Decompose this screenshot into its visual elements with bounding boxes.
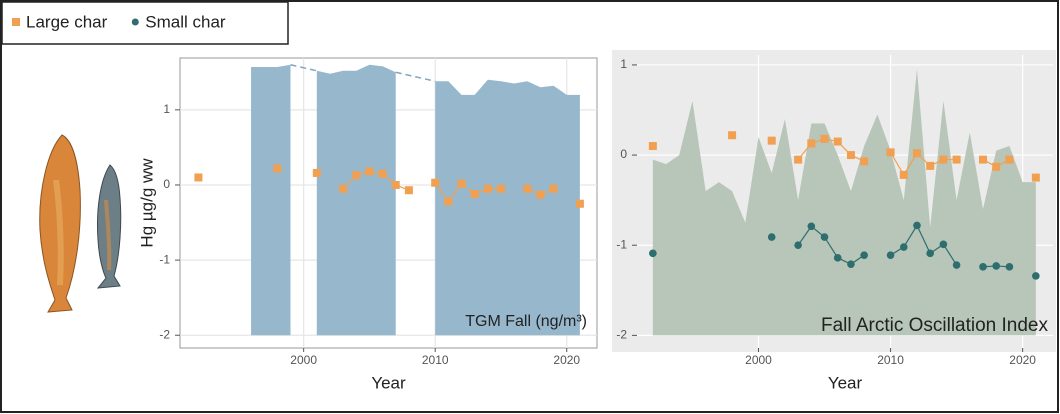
gap-connector — [290, 64, 317, 72]
x-tick-label: 2010 — [422, 353, 449, 367]
point — [847, 260, 855, 268]
point — [899, 243, 908, 251]
point — [860, 157, 869, 166]
point — [886, 251, 895, 259]
point — [820, 233, 829, 241]
point — [899, 170, 908, 179]
gap-connector — [395, 71, 436, 83]
point — [794, 241, 802, 250]
point — [536, 190, 545, 199]
area — [652, 69, 1036, 336]
point — [807, 222, 816, 231]
x-tick-label: 2000 — [745, 353, 772, 367]
point — [273, 164, 282, 173]
point — [575, 199, 584, 208]
y-tick-label: 1 — [163, 102, 170, 116]
point — [913, 221, 921, 230]
legend-box — [1, 1, 289, 45]
y-tick-label: -1 — [159, 252, 170, 266]
area — [435, 79, 580, 336]
legend-label: Small char — [145, 12, 226, 31]
point — [992, 162, 1001, 171]
x-axis-label: Year — [371, 373, 406, 392]
fish-illustration — [39, 134, 122, 313]
y-tick-label: -2 — [616, 328, 627, 342]
point — [431, 178, 440, 187]
point — [912, 149, 921, 158]
point — [833, 137, 842, 146]
y-tick-label: 0 — [620, 147, 627, 161]
point — [365, 167, 374, 176]
area — [316, 64, 396, 336]
y-tick-label: -1 — [616, 237, 627, 251]
point — [194, 173, 203, 182]
point — [470, 189, 479, 198]
point — [979, 155, 988, 164]
point — [378, 169, 387, 178]
point — [794, 155, 803, 164]
point — [926, 161, 935, 170]
point — [496, 184, 505, 193]
annotation: Fall Arctic Oscillation Index — [821, 315, 1049, 336]
point — [391, 180, 400, 189]
point — [833, 254, 842, 262]
point — [939, 155, 948, 164]
annotation: TGM Fall (ng/m³) — [465, 313, 587, 330]
y-tick-label: 1 — [620, 57, 627, 71]
point — [1005, 263, 1014, 271]
point — [952, 155, 961, 164]
point — [444, 197, 453, 206]
point — [1032, 272, 1040, 280]
point — [820, 134, 829, 143]
point — [979, 263, 987, 271]
point — [404, 186, 413, 195]
point — [952, 261, 961, 269]
point — [767, 136, 776, 145]
y-tick-label: 0 — [163, 177, 170, 191]
point — [939, 240, 948, 249]
legend-label: Large char — [26, 12, 108, 31]
y-axis-label: Hg µg/g ww — [137, 158, 156, 248]
point — [1031, 173, 1040, 182]
point — [312, 168, 321, 177]
point — [339, 184, 348, 193]
point — [549, 184, 558, 193]
y-tick-label: -2 — [159, 327, 170, 341]
point — [649, 249, 657, 258]
point — [860, 251, 868, 259]
point — [807, 139, 816, 148]
point — [523, 184, 532, 193]
point — [926, 249, 934, 258]
x-axis-label: Year — [828, 373, 863, 392]
point — [767, 233, 776, 241]
point — [992, 262, 1001, 270]
x-tick-label: 2020 — [553, 353, 580, 367]
point — [352, 171, 361, 180]
point — [728, 131, 737, 140]
x-tick-label: 2000 — [290, 353, 317, 367]
point — [886, 148, 895, 157]
area — [251, 64, 291, 336]
legend-key — [131, 18, 139, 26]
point — [846, 151, 855, 160]
point — [457, 179, 466, 188]
point — [648, 142, 657, 151]
legend-key — [12, 18, 20, 26]
x-tick-label: 2010 — [877, 353, 904, 367]
x-tick-label: 2020 — [1009, 353, 1036, 367]
point — [1005, 155, 1014, 164]
point — [483, 184, 492, 193]
